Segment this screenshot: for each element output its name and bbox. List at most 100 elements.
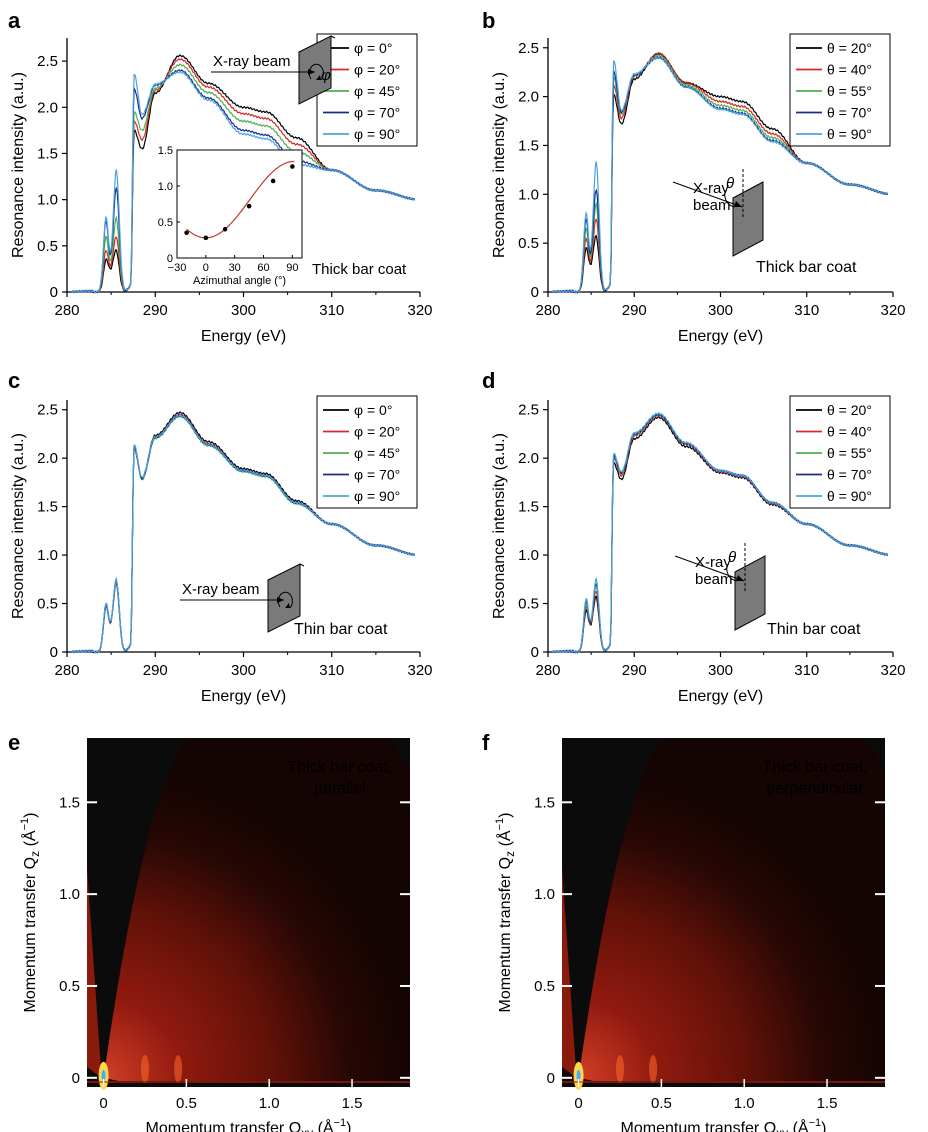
x-tick-label: 290 (143, 662, 168, 679)
rotation-symbol: θ (726, 175, 734, 192)
x-tick-label: 0.5 (176, 1095, 197, 1112)
inset-data-point (184, 230, 189, 236)
beam-arrow (674, 555, 745, 582)
y-tick-label: 1.5 (518, 499, 539, 516)
rotation-arrowhead (316, 75, 321, 80)
inset-x-tick-label: −30 (168, 262, 187, 274)
x-tick-label: 300 (708, 662, 733, 679)
y-axis-label: Resonance intensity (a.u.) (491, 433, 508, 619)
inset-x-tick-label: 60 (257, 262, 269, 274)
y-tick-label: 0 (50, 284, 58, 301)
beam-arrowhead (734, 201, 742, 207)
y-tick-label: 0.5 (518, 235, 539, 252)
x-axis-label-unit: (Å (313, 1118, 334, 1132)
x-tick-label: 0 (574, 1095, 582, 1112)
y-tick-label: 1.0 (534, 886, 555, 903)
beam-label-line1: X-ray (695, 554, 731, 571)
y-tick-label: 2.5 (37, 402, 58, 419)
panel-label-b: b (482, 8, 495, 33)
x-tick-label: 0.5 (651, 1095, 672, 1112)
plate-edge (330, 35, 336, 39)
legend-entry-3: θ = 70° (827, 105, 872, 121)
inset-data-point (203, 235, 209, 241)
x-tick-label: 290 (622, 662, 647, 679)
y-axis-label: Momentum transfer Qz (Å−1) (19, 813, 42, 1013)
rotation-symbol: φ (321, 67, 331, 84)
y-tick-label: 2.5 (37, 53, 58, 70)
beam-spot-core (576, 1069, 581, 1082)
y-tick-label: 0.5 (59, 978, 80, 995)
y-axis-label-close: ) (497, 813, 514, 818)
rotation-arrowhead (285, 603, 290, 608)
x-tick-label: 310 (794, 662, 819, 679)
y-axis-label-unit: (Å (495, 830, 514, 851)
x-tick-label: 1.5 (817, 1095, 838, 1112)
legend-entry-0: θ = 20° (827, 40, 872, 56)
y-axis-label-sub: z (503, 851, 517, 857)
y-tick-label: 2.5 (518, 402, 539, 419)
legend-entry-2: θ = 55° (827, 445, 872, 461)
y-tick-label: 0 (72, 1070, 80, 1087)
inset-y-tick-label: 1.0 (158, 181, 173, 193)
x-axis-label: Energy (eV) (678, 328, 763, 345)
x-tick-label: 300 (708, 302, 733, 319)
diffraction-streak (140, 1055, 149, 1083)
x-axis-label: Energy (eV) (678, 688, 763, 705)
rotation-arrow-icon (308, 63, 324, 81)
y-tick-label: 2.0 (37, 450, 58, 467)
x-tick-label: 290 (143, 302, 168, 319)
panel-label-a: a (8, 8, 21, 33)
y-tick-label: 1.0 (518, 186, 539, 203)
inset-y-tick-label: 0 (167, 253, 173, 265)
series-line-4 (551, 412, 888, 654)
y-tick-label: 1.5 (37, 145, 58, 162)
y-tick-label: 0 (531, 284, 539, 301)
y-tick-label: 2.5 (518, 40, 539, 57)
y-tick-label: 1.5 (59, 794, 80, 811)
panel-annotation-line1: Thick bar coat, (288, 759, 393, 776)
y-tick-label: 2.0 (518, 450, 539, 467)
panel-label-e: e (8, 730, 20, 755)
y-axis-label-close: ) (22, 813, 39, 818)
x-tick-label: 310 (319, 662, 344, 679)
x-tick-label: 310 (319, 302, 344, 319)
x-axis-label: Momentum transfer Qxy (Å−1) (621, 1117, 827, 1132)
x-tick-label: 1.5 (342, 1095, 363, 1112)
x-tick-label: 1.0 (734, 1095, 755, 1112)
beam-spot-core (101, 1069, 106, 1082)
inset-data-point (290, 164, 295, 169)
legend-entry-4: φ = 90° (354, 488, 400, 504)
x-axis-label-unit: (Å (788, 1118, 809, 1132)
diffraction-streak (615, 1055, 624, 1083)
y-tick-label: 2.0 (37, 99, 58, 116)
plate-edge (299, 563, 305, 567)
x-axis-label-exp: −1 (809, 1117, 822, 1129)
y-tick-label: 2.0 (518, 89, 539, 106)
x-axis-label: Energy (eV) (201, 688, 286, 705)
legend-entry-2: φ = 45° (354, 445, 400, 461)
panel-annotation-line2: perpendicular (767, 780, 865, 797)
y-axis-label: Resonance intensity (a.u.) (491, 72, 508, 258)
inset-x-label: Azimuthal angle (°) (193, 275, 286, 287)
x-axis-label-close: ) (821, 1120, 826, 1132)
y-tick-label: 0.5 (534, 978, 555, 995)
legend-entry-0: φ = 0° (354, 40, 392, 56)
legend-entry-0: φ = 0° (354, 402, 392, 418)
y-tick-label: 1.0 (518, 547, 539, 564)
beam-arrowhead (736, 575, 744, 581)
rotation-symbol: θ (728, 549, 736, 566)
y-tick-label: 1.0 (37, 547, 58, 564)
x-axis-label: Energy (eV) (201, 328, 286, 345)
y-tick-label: 0 (547, 1070, 555, 1087)
legend-entry-2: θ = 55° (827, 83, 872, 99)
panel-annotation: Thin bar coat (767, 621, 861, 638)
heatmap-left-region (562, 868, 577, 1078)
sample-plate-icon (267, 563, 301, 633)
series-line-4 (551, 56, 888, 294)
panel-label-d: d (482, 368, 495, 393)
y-tick-label: 1.0 (37, 192, 58, 209)
panel-annotation: Thin bar coat (294, 621, 388, 638)
x-tick-label: 280 (54, 302, 79, 319)
y-tick-label: 1.0 (59, 886, 80, 903)
